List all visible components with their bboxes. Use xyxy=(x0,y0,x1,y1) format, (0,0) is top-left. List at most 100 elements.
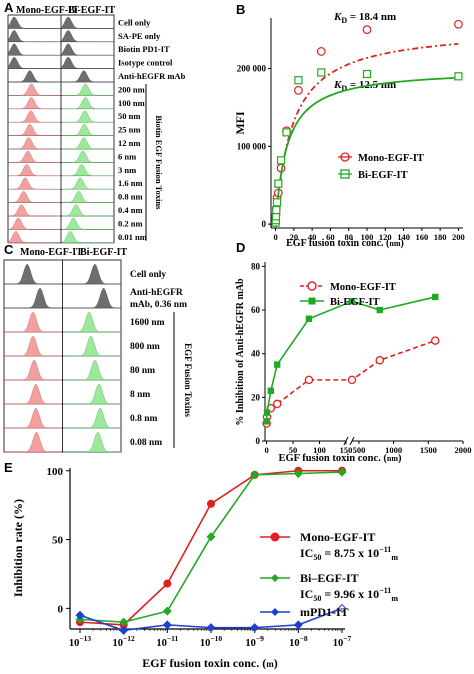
panel-a-hist-mono xyxy=(8,97,60,109)
panel-e-legend-pd1: mPD1-IT xyxy=(300,605,349,619)
panel-e-point-pd1 xyxy=(293,620,303,630)
panel-b-xtick-label: 160 xyxy=(415,232,428,242)
panel-e-xlabel: EGF fusion toxin conc. (m) xyxy=(142,656,277,670)
panel-a-hist-bi xyxy=(61,30,114,42)
panel-c-hist-mono xyxy=(4,335,62,357)
panel-b-xtick-label: 20 xyxy=(290,232,299,242)
panel-e-xtick-label: 10−7 xyxy=(333,634,352,649)
panel-a-hist-mono xyxy=(7,217,60,230)
panel-b-ylabel: MFI xyxy=(233,111,247,135)
panel-e-point-bi xyxy=(250,470,260,480)
panel-a-row-label: 0.8 nm xyxy=(118,192,143,202)
panel-b-point-mono xyxy=(316,47,326,56)
panel-b-legend: Mono-EGF-IT Bi-EGF-IT xyxy=(338,152,424,181)
panel-a-hist-mono xyxy=(8,164,60,176)
panel-b-fit-bi xyxy=(274,76,459,225)
panel-d-xtick-label: 1500 xyxy=(420,445,437,455)
panel-a-hist-mono xyxy=(7,30,60,42)
panel-e-point-pd1 xyxy=(162,620,172,630)
panel-a-row-label: 3 nm xyxy=(118,165,136,175)
panel-e-legend-bi: Bi–EGF-IT xyxy=(300,571,359,585)
panel-e-legend-bi-marker xyxy=(271,574,279,582)
panel-c-hist-mono xyxy=(4,311,62,333)
panel-b-xtick-label: 60 xyxy=(326,232,335,242)
panel-e-legend-pd1-marker xyxy=(271,608,279,616)
panel-d-point-bi xyxy=(263,409,271,416)
panel-a-hist-mono xyxy=(8,123,60,136)
panel-a-hist-mono xyxy=(8,70,60,83)
panel-d-inhibition-chart: % Inhibition of Anti-hEGFR mAb EGF fusio… xyxy=(235,261,472,464)
panel-d-legend-bi-marker xyxy=(308,297,316,305)
panel-c-hist-bi xyxy=(63,335,121,357)
panel-d-xtick-label: 0 xyxy=(264,445,268,455)
panel-c-col-mono: Mono-EGF-IT xyxy=(20,247,83,258)
panel-d-legend-bi: Bi-EGF-IT xyxy=(330,297,380,308)
panel-e-xtick-label: 10−8 xyxy=(289,634,308,649)
panel-letter-d: D xyxy=(236,240,245,255)
panel-b-point-bi xyxy=(272,198,282,207)
panel-a-row-label: Biotin PD1-IT xyxy=(118,44,170,54)
panel-a-hist-bi xyxy=(61,43,114,56)
panel-b-point-bi xyxy=(272,206,281,215)
panel-c-hist-bi xyxy=(63,311,121,333)
panel-c-row-label: mAb, 0.36 nm xyxy=(130,300,187,310)
panel-b-point-bi xyxy=(294,76,303,85)
panel-d-legend: Mono-EGF-IT Bi-EGF-IT xyxy=(300,281,396,308)
panel-a-hist-bi xyxy=(61,217,114,230)
panel-d-xtick-label: 2000 xyxy=(455,445,472,455)
panel-b-xtick-label: 200 xyxy=(452,232,465,242)
panel-a-hist-bi xyxy=(62,70,114,83)
panel-c-row-label: Cell only xyxy=(130,270,166,280)
panel-b-legend-bi: Bi-EGF-IT xyxy=(358,170,408,181)
panel-d-point-bi xyxy=(267,387,275,394)
panel-a-hist-mono xyxy=(8,137,60,150)
panel-e-point-bi xyxy=(293,468,303,479)
panel-a-row-label: 1.6 nm xyxy=(118,178,143,188)
panel-c-hist-mono xyxy=(4,407,62,429)
panel-a-row-label: 100 nm xyxy=(118,98,145,108)
panel-b-ytick-label: 200 000 xyxy=(237,64,267,74)
panel-a-row-label: Cell only xyxy=(118,17,151,27)
panel-c-hist-bi xyxy=(63,383,121,405)
panel-b-xtick-label: 140 xyxy=(397,232,410,242)
panel-e-xtick-label: 10−11 xyxy=(156,634,178,649)
panel-a-row-label: Isotype control xyxy=(118,58,173,68)
panel-b-point-bi xyxy=(362,69,372,79)
panel-d-point-bi xyxy=(432,293,439,301)
panel-e-legend-bi-ic50: IC50 = 9.96 x 10−11m xyxy=(300,586,398,603)
panel-d-ytick-label: 0 xyxy=(256,436,261,446)
panel-a-row-label: 0.2 nm xyxy=(118,218,143,228)
panel-d-ytick-label: 40 xyxy=(251,349,261,359)
panel-c-row-label: 8 nm xyxy=(130,390,150,400)
panel-a-row-label: Anti-hEGFR mAb xyxy=(118,71,186,81)
panel-c-hist-bi xyxy=(63,431,121,453)
panel-b-xtick-label: 120 xyxy=(379,232,392,242)
panel-e-xtick-label: 10−12 xyxy=(113,634,136,649)
panel-a-hist-bi xyxy=(62,97,114,109)
panel-d-point-mono xyxy=(304,375,314,385)
panel-e-point-pd1 xyxy=(250,623,260,633)
panel-d-xtick-label: 50 xyxy=(289,445,298,455)
panel-b-point-bi xyxy=(276,156,286,165)
panel-a-row-label: 200 nm xyxy=(118,84,145,94)
panel-b-xtick-label: 0 xyxy=(273,232,277,242)
panel-a-hist-bi xyxy=(61,16,114,29)
panel-b-xtick-label: 40 xyxy=(308,232,317,242)
panel-a-hist-bi xyxy=(62,137,114,150)
panel-c-hist-bi xyxy=(63,287,121,309)
panel-b-point-bi xyxy=(282,128,291,137)
panel-c-hist-bi xyxy=(63,359,121,381)
panel-d-xtick-label: 500 xyxy=(353,445,366,455)
panel-a-row-label: 50 nm xyxy=(118,111,140,121)
panel-a-hist-bi xyxy=(61,56,114,69)
panel-d-xtick-label: 150 xyxy=(340,445,353,455)
panel-a-hist-mono xyxy=(8,190,60,203)
panel-c-col-bi: Bi-EGF-IT xyxy=(80,247,128,258)
panel-a-hist-bi xyxy=(62,83,114,96)
panel-b-point-bi xyxy=(274,179,283,188)
panel-d-ytick-label: 20 xyxy=(251,392,261,402)
panel-d-point-bi xyxy=(376,306,383,314)
panel-d-xtick-label: 100 xyxy=(313,445,326,455)
panel-e-point-pd1 xyxy=(119,625,129,635)
